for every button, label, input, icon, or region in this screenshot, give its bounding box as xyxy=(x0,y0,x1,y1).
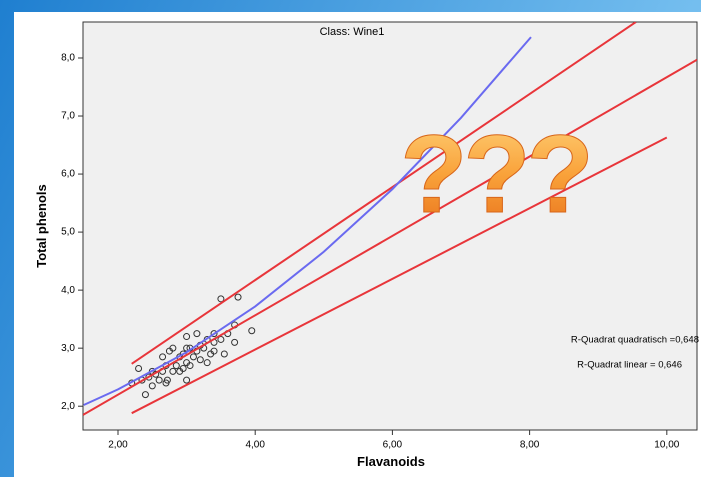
x-tick-label: 4,00 xyxy=(245,440,265,451)
chart: Class: Wine1 Flavanoids Total phenols R-… xyxy=(0,0,701,477)
y-tick-label: 5,0 xyxy=(61,227,75,238)
question-marks: ??? xyxy=(400,113,590,236)
y-tick-label: 4,0 xyxy=(61,285,75,296)
y-tick-label: 8,0 xyxy=(61,53,75,64)
x-axis-label: Flavanoids xyxy=(357,454,425,469)
x-tick-label: 8,00 xyxy=(520,440,540,451)
y-tick-label: 6,0 xyxy=(61,169,75,180)
y-tick-label: 2,0 xyxy=(61,401,75,412)
x-tick-label: 2,00 xyxy=(108,440,128,451)
x-tick-label: 10,00 xyxy=(654,440,679,451)
y-tick-label: 7,0 xyxy=(61,111,75,122)
chart-title: Class: Wine1 xyxy=(320,26,385,38)
annotation: R-Quadrat linear = 0,646 xyxy=(577,360,682,371)
page: Class: Wine1 Flavanoids Total phenols R-… xyxy=(0,0,701,477)
y-axis-label: Total phenols xyxy=(34,184,49,268)
y-tick-label: 3,0 xyxy=(61,343,75,354)
x-tick-label: 6,00 xyxy=(383,440,403,451)
annotation: R-Quadrat quadratisch =0,648 xyxy=(571,335,699,346)
